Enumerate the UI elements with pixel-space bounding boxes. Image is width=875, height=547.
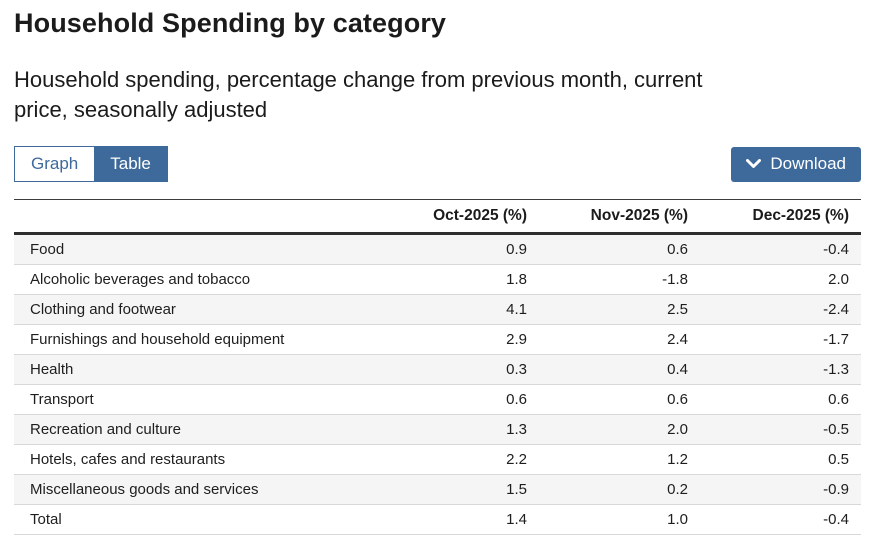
table-row: Transport 0.6 0.6 0.6 <box>14 385 861 415</box>
value-cell: 0.3 <box>506 361 527 378</box>
value-cell: 2.9 <box>506 331 527 348</box>
column-header-nov: Nov-2025 (%) <box>539 199 700 235</box>
value-cell: 1.0 <box>667 511 688 528</box>
table-row: Clothing and footwear 4.1 2.5 -2.4 <box>14 294 861 325</box>
value-cell: 0.6 <box>667 391 688 408</box>
table-row: Hotels, cafes and restaurants 2.2 1.2 0.… <box>14 445 861 475</box>
value-cell: 1.5 <box>506 481 527 498</box>
download-button-label: Download <box>770 154 846 173</box>
value-cell: 0.6 <box>828 391 849 408</box>
category-column-header <box>14 199 378 235</box>
category-cell: Miscellaneous goods and services <box>30 481 259 498</box>
page-container: Household Spending by category Household… <box>14 8 861 535</box>
value-cell: 2.2 <box>506 451 527 468</box>
column-header-dec: Dec-2025 (%) <box>700 199 861 235</box>
controls-row: Graph Table Download <box>14 146 861 182</box>
table-row: Food 0.9 0.6 -0.4 <box>14 233 861 265</box>
category-cell: Total <box>30 511 62 528</box>
value-cell: 0.5 <box>828 451 849 468</box>
category-cell: Food <box>30 241 65 258</box>
table-row: Recreation and culture 1.3 2.0 -0.5 <box>14 414 861 445</box>
category-cell: Alcoholic beverages and tobacco <box>30 271 251 288</box>
value-cell: 1.3 <box>506 421 527 438</box>
table-row-total: Total 1.4 1.0 -0.4 <box>14 505 861 535</box>
value-cell: 0.4 <box>667 361 688 378</box>
category-cell: Furnishings and household equipment <box>30 331 285 348</box>
page-subtitle: Household spending, percentage change fr… <box>14 67 703 122</box>
table-header-row: Oct-2025 (%) Nov-2025 (%) Dec-2025 (%) <box>14 199 861 235</box>
value-cell: -0.4 <box>823 511 849 528</box>
category-cell: Hotels, cafes and restaurants <box>30 451 226 468</box>
value-cell: 2.5 <box>667 301 688 318</box>
table-row: Alcoholic beverages and tobacco 1.8 -1.8… <box>14 265 861 295</box>
value-cell: 4.1 <box>506 301 527 318</box>
value-cell: -0.9 <box>823 481 849 498</box>
graph-tab[interactable]: Graph <box>15 147 95 181</box>
value-cell: 2.0 <box>828 271 849 288</box>
table-row: Health 0.3 0.4 -1.3 <box>14 354 861 385</box>
table-row: Furnishings and household equipment 2.9 … <box>14 325 861 355</box>
value-cell: 0.9 <box>506 241 527 258</box>
value-cell: -1.3 <box>823 361 849 378</box>
chevron-down-icon <box>746 159 762 169</box>
download-button[interactable]: Download <box>731 146 861 182</box>
value-cell: -1.7 <box>823 331 849 348</box>
category-cell: Recreation and culture <box>30 421 181 438</box>
view-toggle: Graph Table <box>14 146 168 182</box>
column-header-oct: Oct-2025 (%) <box>378 199 539 235</box>
value-cell: 0.2 <box>667 481 688 498</box>
value-cell: 0.6 <box>667 241 688 258</box>
value-cell: -2.4 <box>823 301 849 318</box>
value-cell: 1.4 <box>506 511 527 528</box>
page-title: Household Spending by category <box>14 8 447 38</box>
category-cell: Transport <box>30 391 94 408</box>
table-row: Miscellaneous goods and services 1.5 0.2… <box>14 474 861 505</box>
value-cell: 2.4 <box>667 331 688 348</box>
value-cell: 2.0 <box>667 421 688 438</box>
spending-table: Oct-2025 (%) Nov-2025 (%) Dec-2025 (%) F… <box>14 199 861 535</box>
table-tab[interactable]: Table <box>94 147 167 181</box>
value-cell: -0.4 <box>823 241 849 258</box>
value-cell: 0.6 <box>506 391 527 408</box>
category-cell: Health <box>30 361 74 378</box>
value-cell: -1.8 <box>662 271 688 288</box>
category-cell: Clothing and footwear <box>30 301 176 318</box>
value-cell: -0.5 <box>823 421 849 438</box>
value-cell: 1.2 <box>667 451 688 468</box>
value-cell: 1.8 <box>506 271 527 288</box>
